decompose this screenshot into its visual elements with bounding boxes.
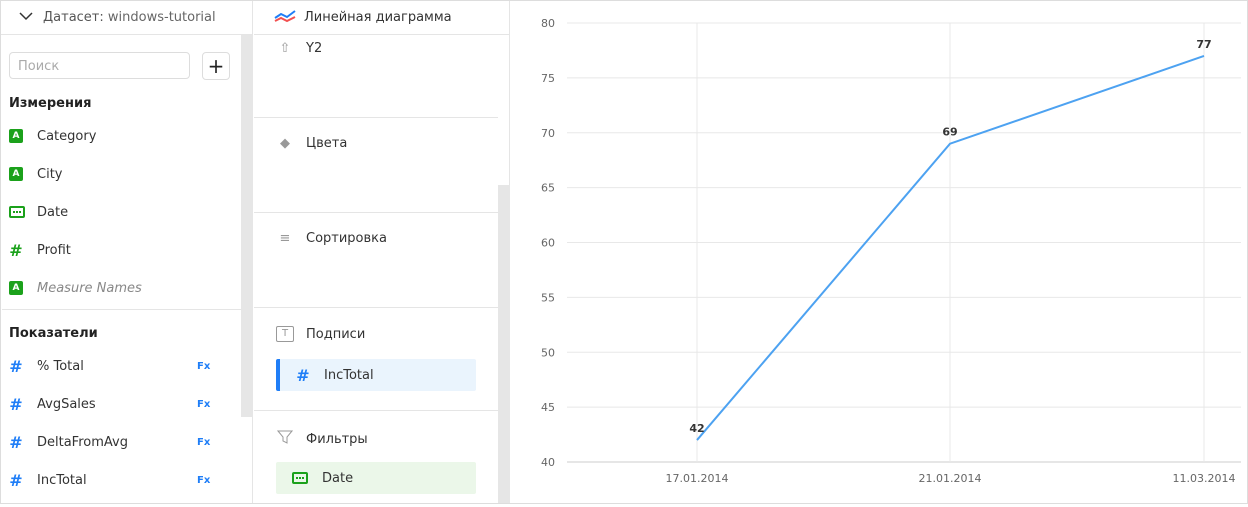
sort-icon: ≡	[279, 231, 291, 246]
data-label: 42	[689, 422, 704, 435]
chart-type-selector[interactable]: Линейная диаграмма	[254, 1, 509, 35]
section-sort: ≡ Сортировка	[276, 231, 387, 246]
line-chart: 40 45 50 55 60 65 70 75 80 17.01.2014 21.01.2014 11…	[511, 1, 1247, 503]
add-field-button[interactable]: +	[202, 52, 230, 80]
number-icon: #	[9, 432, 23, 452]
field-category[interactable]: A Category	[9, 126, 209, 146]
series-line	[696, 54, 1205, 441]
y-tick-label: 55	[541, 291, 555, 304]
number-icon: #	[9, 470, 23, 490]
measures-title: Показатели	[9, 326, 98, 341]
y-tick-label: 40	[541, 456, 555, 469]
formula-icon: Fx	[197, 436, 211, 448]
scrollbar[interactable]	[241, 35, 253, 417]
calendar-icon	[9, 206, 25, 218]
divider	[2, 309, 242, 310]
y-tick-label: 45	[541, 401, 555, 414]
dimensions-title: Измерения	[9, 96, 92, 111]
divider	[254, 117, 498, 118]
y-tick-label: 60	[541, 237, 555, 250]
number-icon: #	[9, 394, 23, 414]
labels-field-chip[interactable]: # IncTotal	[276, 359, 476, 391]
field-inctotal[interactable]: # IncTotal Fx	[9, 470, 211, 490]
field-profit[interactable]: # Profit	[9, 240, 71, 260]
field-pct-total[interactable]: #% Total Fx	[9, 356, 211, 376]
y-tick-label: 65	[541, 182, 555, 195]
string-icon: A	[9, 167, 23, 181]
y-tick-label: 80	[541, 17, 555, 30]
x-tick-label: 21.01.2014	[919, 472, 982, 485]
arrow-up-icon: ⇧	[279, 41, 291, 56]
chart-type-label: Линейная диаграмма	[304, 10, 452, 25]
paint-bucket-icon: ◆	[280, 136, 290, 151]
data-label: 77	[1196, 38, 1211, 51]
number-icon: #	[9, 240, 23, 260]
calendar-icon	[292, 472, 308, 484]
search-input[interactable]: Поиск	[9, 52, 190, 79]
divider	[254, 212, 498, 213]
string-icon: A	[9, 129, 23, 143]
divider	[254, 307, 498, 308]
x-tick-label: 17.01.2014	[666, 472, 729, 485]
string-icon: A	[9, 281, 23, 295]
section-y2: ⇧ Y2	[276, 41, 323, 56]
dataset-panel: Датасет: windows-tutorial Поиск + Измере…	[1, 1, 253, 503]
dataset-name[interactable]: windows-tutorial	[107, 10, 216, 25]
formula-icon: Fx	[197, 398, 211, 410]
chart-svg: 40 45 50 55 60 65 70 75 80 17.01.2014 21.01.2014 11…	[541, 17, 1241, 485]
chevron-down-icon[interactable]	[19, 10, 33, 25]
visualization-panel: Линейная диаграмма ⇧ Y2 ◆ Цвета ≡ Сортировк…	[254, 1, 510, 503]
y-tick-label: 50	[541, 346, 555, 359]
number-icon: #	[9, 356, 23, 376]
filter-icon	[276, 429, 294, 449]
field-measure-names[interactable]: A Measure Names	[9, 278, 209, 298]
field-date[interactable]: Date	[9, 202, 209, 222]
field-deltafromavg[interactable]: # DeltaFromAvg Fx	[9, 432, 211, 452]
divider	[254, 410, 498, 411]
section-filters: Фильтры	[276, 429, 368, 449]
section-labels: T Подписи	[276, 326, 365, 342]
dataset-label: Датасет:	[43, 10, 104, 25]
formula-icon: Fx	[197, 474, 211, 486]
filters-field-chip[interactable]: Date	[276, 462, 476, 494]
formula-icon: Fx	[197, 360, 211, 372]
y-tick-label: 70	[541, 127, 555, 140]
section-colors: ◆ Цвета	[276, 136, 347, 151]
line-chart-icon	[274, 9, 298, 27]
scrollbar[interactable]	[498, 185, 510, 503]
number-icon: #	[296, 365, 310, 385]
text-icon: T	[276, 326, 294, 342]
field-avgsales[interactable]: # AvgSales Fx	[9, 394, 211, 414]
y-tick-label: 75	[541, 72, 555, 85]
x-tick-label: 11.03.2014	[1173, 472, 1236, 485]
dataset-header[interactable]: Датасет: windows-tutorial	[1, 1, 252, 35]
field-city[interactable]: A City	[9, 164, 209, 184]
data-label: 69	[942, 126, 957, 139]
